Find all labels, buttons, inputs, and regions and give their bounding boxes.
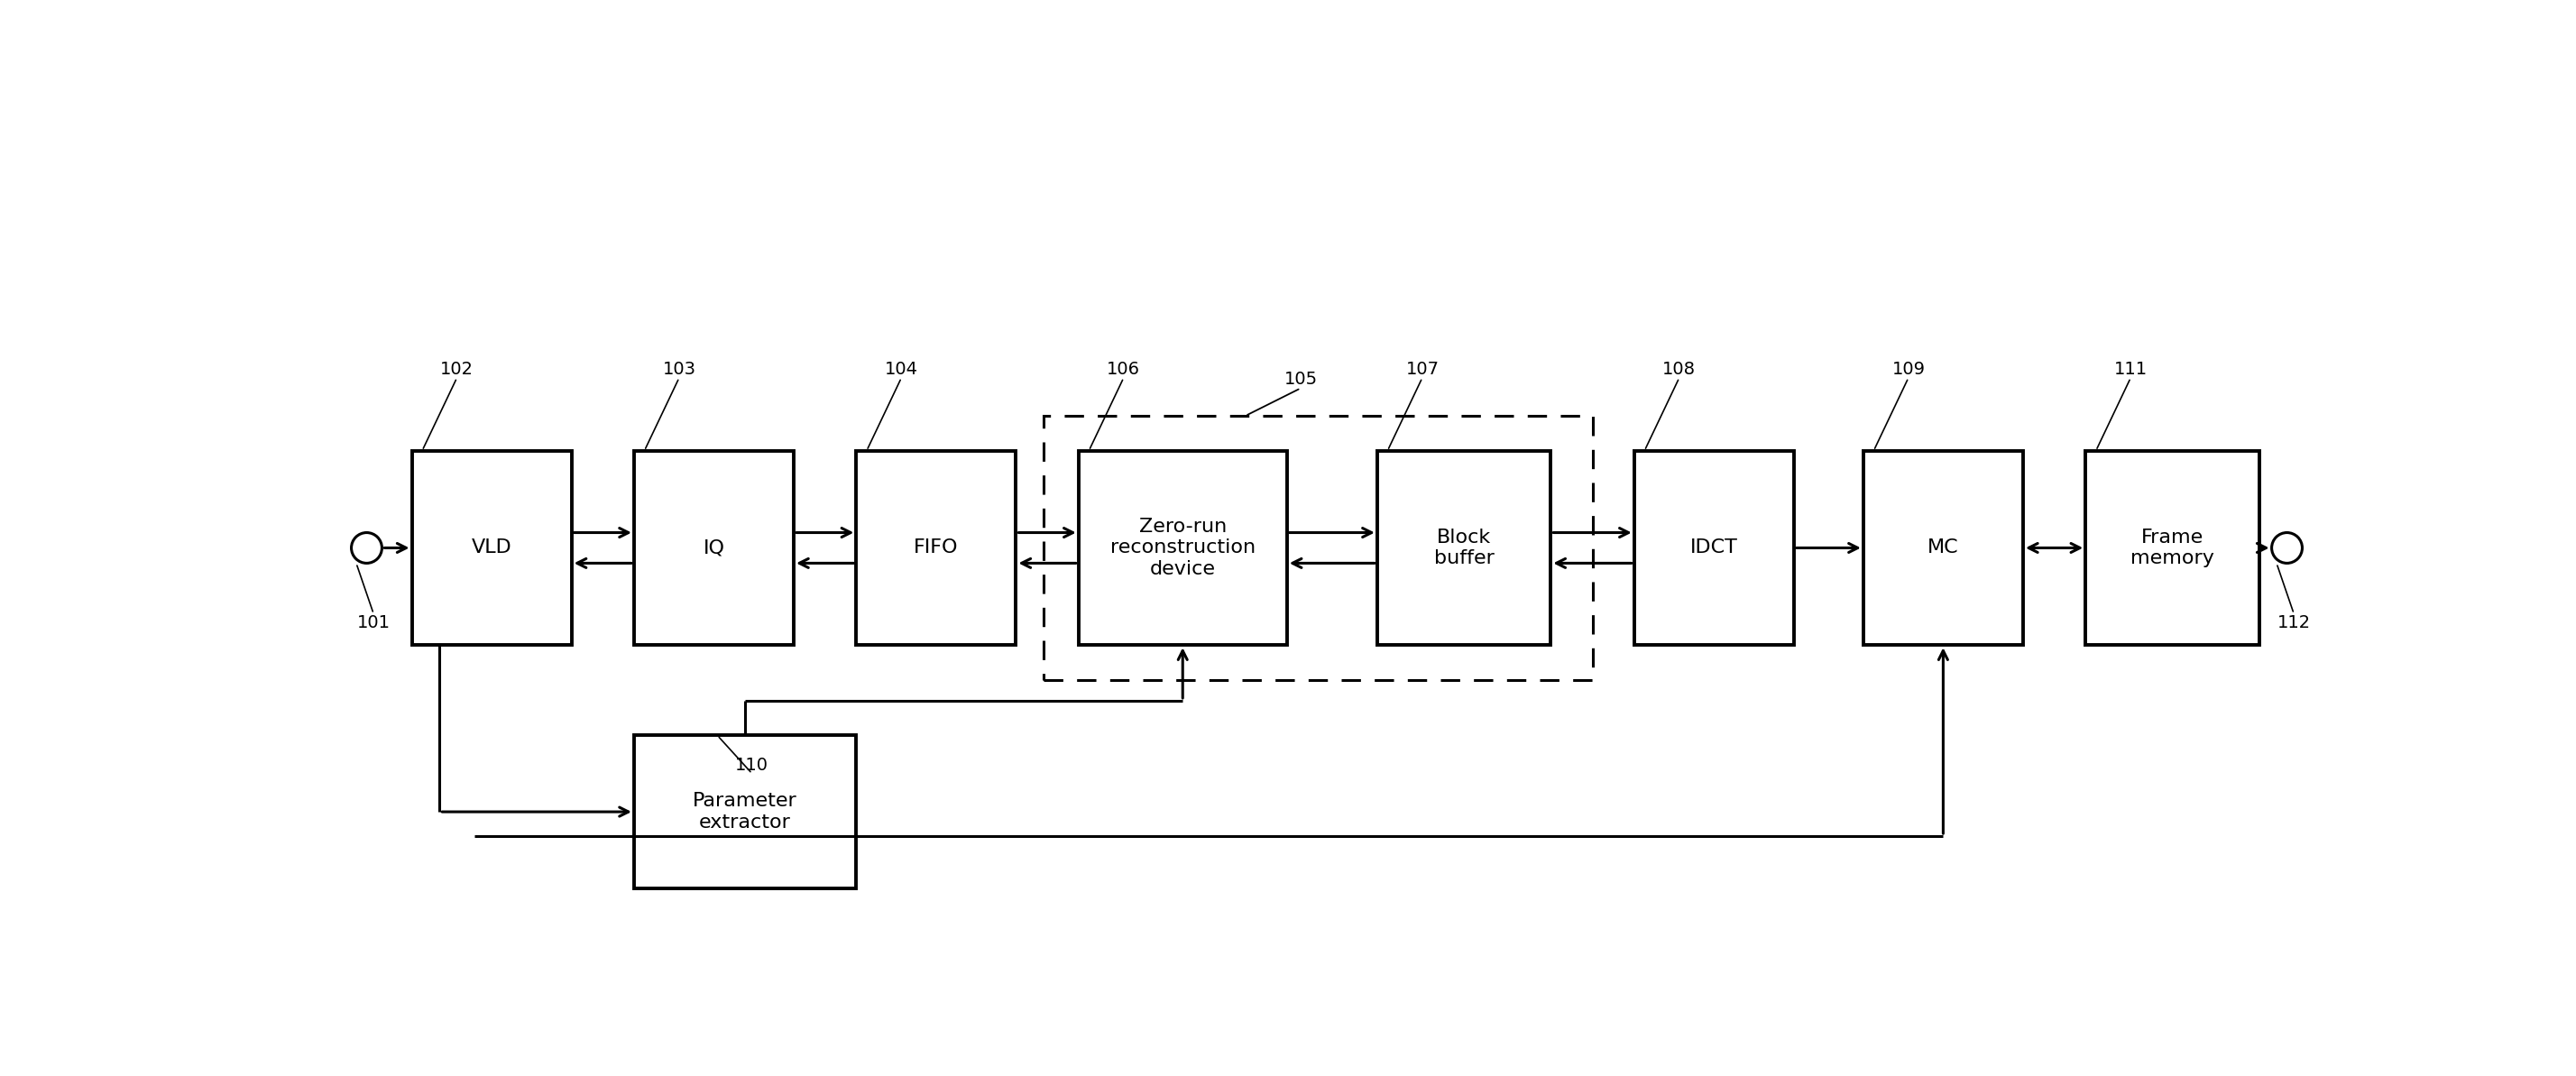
Text: 111: 111 [2115,360,2148,378]
Bar [634,735,855,888]
Bar [412,451,572,646]
Text: 108: 108 [1662,360,1695,378]
Bar [1633,451,1793,646]
Text: IDCT: IDCT [1690,539,1739,557]
Text: IQ: IQ [703,539,724,557]
Text: Zero-run
reconstruction
device: Zero-run reconstruction device [1110,518,1255,578]
Bar [1862,451,2022,646]
Bar [1378,451,1551,646]
Bar [2087,451,2259,646]
Text: Parameter
extractor: Parameter extractor [693,792,799,832]
Text: 104: 104 [884,360,917,378]
Bar [1079,451,1288,646]
Text: 109: 109 [1891,360,1924,378]
Text: 112: 112 [2277,614,2311,631]
Text: MC: MC [1927,539,1958,557]
Text: 105: 105 [1283,371,1316,388]
Text: Frame
memory: Frame memory [2130,528,2215,567]
Text: 101: 101 [358,614,392,631]
Text: 106: 106 [1108,360,1141,378]
Text: Block
buffer: Block buffer [1435,528,1494,567]
Text: 107: 107 [1406,360,1440,378]
Text: 103: 103 [662,360,696,378]
Bar [855,451,1015,646]
Text: FIFO: FIFO [914,539,958,557]
Text: 110: 110 [734,756,768,774]
Bar [1043,416,1592,680]
Text: VLD: VLD [471,539,513,557]
Bar [634,451,793,646]
Text: 102: 102 [440,360,474,378]
